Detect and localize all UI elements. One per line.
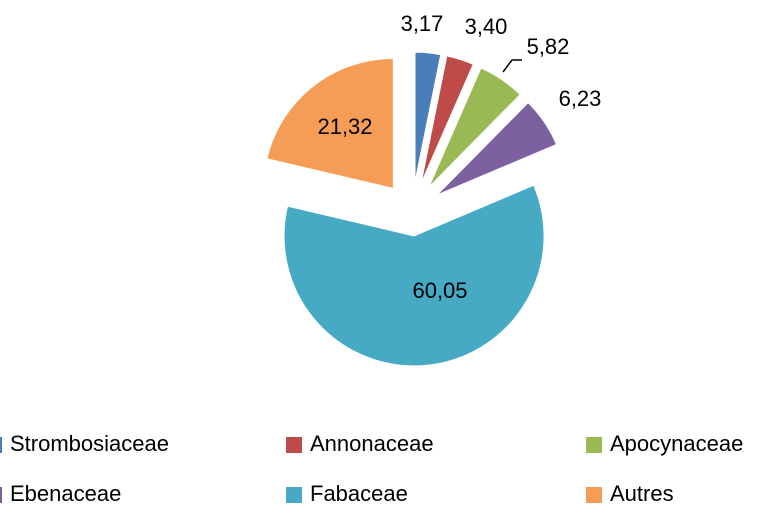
legend-label: Fabaceae (310, 481, 408, 506)
data-label: 3,17 (401, 11, 444, 36)
legend-label: Autres (610, 481, 674, 506)
pie-slice (428, 67, 521, 188)
legend-label: Annonaceae (310, 431, 434, 456)
legend-marker (586, 487, 602, 503)
data-label: 5,82 (527, 34, 570, 59)
legend-marker (0, 487, 2, 503)
legend-label: Ebenaceae (10, 481, 121, 506)
pie-slice (420, 55, 474, 184)
data-label: 60,05 (412, 278, 467, 303)
legend-marker (586, 437, 602, 453)
legend-marker (286, 487, 302, 503)
legend-marker (286, 437, 302, 453)
pie-slice (283, 184, 545, 367)
pie-slice (414, 51, 442, 183)
pie-slice (266, 57, 394, 190)
data-label: 3,40 (465, 14, 508, 39)
legend-label: Strombosiaceae (10, 431, 169, 456)
pie-slice (436, 101, 558, 196)
leader-line (502, 59, 522, 73)
data-label: 6,23 (559, 86, 602, 111)
legend-marker (0, 437, 2, 453)
legend-label: Apocynaceae (610, 431, 743, 456)
data-label: 21,32 (317, 114, 372, 139)
